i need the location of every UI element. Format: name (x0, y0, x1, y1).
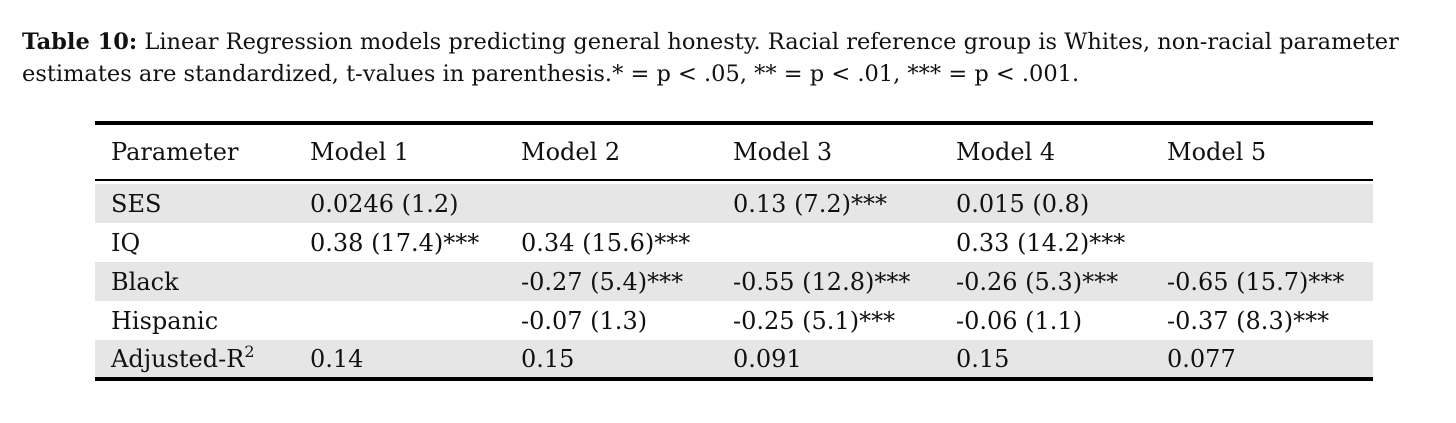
cell-ses-model-5 (1151, 184, 1373, 223)
table-header-row: Parameter Model 1 Model 2 Model 3 Model … (95, 123, 1373, 180)
header-model-5: Model 5 (1167, 138, 1267, 166)
row-label-black: Black (111, 267, 179, 296)
table-caption: Table 10: Linear Regression models predi… (22, 26, 1442, 90)
cell-black-model-1 (294, 262, 505, 301)
superscript-2: 2 (244, 341, 255, 361)
cell-r2-model-1: 0.14 (310, 344, 364, 373)
cell-iq-model-3 (717, 223, 940, 262)
cell-ses-model-1: 0.0246 (1.2) (310, 189, 459, 218)
cell-r2-model-5: 0.077 (1167, 344, 1236, 373)
caption-line-1: Table 10: Linear Regression models predi… (22, 26, 1442, 58)
caption-line-2: estimates are standardized, t-values in … (22, 61, 1080, 87)
cell-black-model-5: -0.65 (15.7)*** (1167, 267, 1345, 296)
cell-hispanic-model-2: -0.07 (1.3) (521, 306, 648, 335)
cell-iq-model-2: 0.34 (15.6)*** (521, 228, 691, 257)
row-label-hispanic: Hispanic (111, 306, 219, 335)
table-row-ses: SES 0.0246 (1.2) 0.13 (7.2)*** 0.015 (0.… (95, 184, 1373, 223)
header-model-3: Model 3 (733, 138, 833, 166)
adjusted-r-text: Adjusted-R (111, 344, 245, 373)
regression-table-container: Parameter Model 1 Model 2 Model 3 Model … (95, 121, 1373, 381)
cell-hispanic-model-3: -0.25 (5.1)*** (733, 306, 896, 335)
cell-r2-model-3: 0.091 (733, 344, 802, 373)
header-model-2: Model 2 (521, 138, 621, 166)
cell-black-model-2: -0.27 (5.4)*** (521, 267, 684, 296)
cell-ses-model-3: 0.13 (7.2)*** (733, 189, 887, 218)
cell-ses-model-2 (505, 184, 717, 223)
table-row-adjusted-r2: Adjusted-R2 0.14 0.15 0.091 0.15 0.077 (95, 340, 1373, 379)
cell-r2-model-4: 0.15 (956, 344, 1010, 373)
cell-black-model-4: -0.26 (5.3)*** (956, 267, 1119, 296)
cell-hispanic-model-1 (294, 301, 505, 340)
caption-label: Table 10: (22, 29, 138, 55)
header-parameter: Parameter (111, 138, 239, 166)
table-row-hispanic: Hispanic -0.07 (1.3) -0.25 (5.1)*** -0.0… (95, 301, 1373, 340)
cell-black-model-3: -0.55 (12.8)*** (733, 267, 911, 296)
row-label-adjusted-r2: Adjusted-R2 (95, 340, 294, 379)
cell-hispanic-model-4: -0.06 (1.1) (956, 306, 1083, 335)
table-row-black: Black -0.27 (5.4)*** -0.55 (12.8)*** -0.… (95, 262, 1373, 301)
cell-iq-model-1: 0.38 (17.4)*** (310, 228, 480, 257)
table-row-iq: IQ 0.38 (17.4)*** 0.34 (15.6)*** 0.33 (1… (95, 223, 1373, 262)
cell-ses-model-4: 0.015 (0.8) (956, 189, 1090, 218)
caption-text-line-1: Linear Regression models predicting gene… (144, 29, 1399, 55)
cell-hispanic-model-5: -0.37 (8.3)*** (1167, 306, 1330, 335)
header-model-4: Model 4 (956, 138, 1056, 166)
header-model-1: Model 1 (310, 138, 410, 166)
cell-iq-model-5 (1151, 223, 1373, 262)
regression-table: Parameter Model 1 Model 2 Model 3 Model … (95, 121, 1373, 381)
row-label-ses: SES (111, 189, 162, 218)
cell-r2-model-2: 0.15 (521, 344, 575, 373)
row-label-iq: IQ (111, 228, 141, 257)
cell-iq-model-4: 0.33 (14.2)*** (956, 228, 1126, 257)
